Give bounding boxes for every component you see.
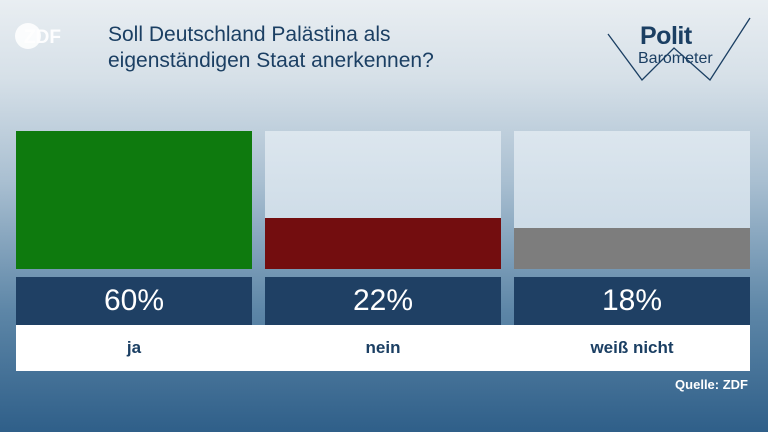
politbarometer-badge: Polit Barometer [604, 14, 754, 84]
svg-text:ZDF: ZDF [24, 27, 61, 48]
category-label-nein: nein [365, 338, 401, 357]
value-label-ja: 60% [16, 277, 252, 325]
zdf-logo: ZDF [15, 23, 61, 49]
value-label-weiss-nicht: 18% [514, 277, 750, 325]
bar-area-ja [16, 131, 252, 269]
zigzag-icon [607, 17, 751, 81]
category-label-strip [16, 325, 750, 371]
bar-weiss-nicht [514, 228, 750, 269]
bar-ja [16, 131, 252, 269]
chart-title: Soll Deutschland Palästina als eigenstän… [108, 23, 434, 72]
bar-nein [265, 218, 501, 269]
bar-area-weiss-nicht [514, 131, 750, 269]
category-label-ja: ja [126, 338, 142, 357]
bar-area-nein [265, 131, 501, 269]
value-label-nein: 22% [265, 277, 501, 325]
source-note: Quelle: ZDF [675, 377, 748, 392]
badge-word-barometer: Barometer [638, 50, 713, 67]
category-label-weiss-nicht: weiß nicht [590, 338, 674, 357]
badge-word-polit: Polit [640, 22, 692, 50]
